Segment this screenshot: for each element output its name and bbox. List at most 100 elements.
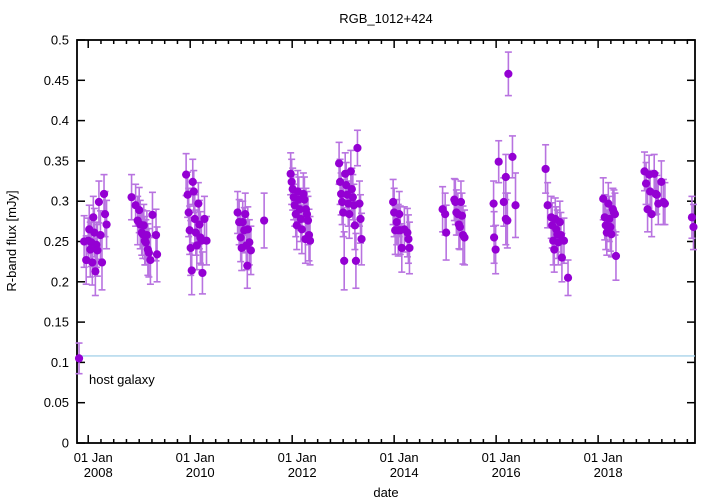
data-point bbox=[650, 169, 659, 178]
x-tick-label-line2: 2010 bbox=[186, 465, 215, 480]
data-point bbox=[451, 197, 460, 207]
data-point bbox=[194, 199, 203, 208]
data-point bbox=[351, 256, 361, 265]
data-point bbox=[606, 222, 615, 232]
data-point bbox=[356, 214, 365, 224]
data-point bbox=[457, 211, 467, 220]
data-point bbox=[141, 238, 150, 247]
data-point bbox=[97, 258, 107, 267]
x-tick-label-line1: 01 Jan bbox=[176, 450, 215, 465]
data-point bbox=[94, 197, 104, 207]
data-point bbox=[508, 152, 517, 161]
data-point bbox=[144, 248, 153, 257]
data-point bbox=[96, 230, 105, 240]
data-point bbox=[287, 177, 296, 186]
y-tick-label: 0.35 bbox=[44, 153, 69, 168]
data-point bbox=[605, 214, 614, 224]
data-point bbox=[353, 143, 362, 153]
host-galaxy-label: host galaxy bbox=[89, 372, 155, 387]
data-point bbox=[100, 209, 110, 219]
y-tick-label: 0 bbox=[62, 436, 69, 451]
data-point bbox=[139, 221, 148, 230]
y-tick-label: 0.15 bbox=[44, 315, 69, 330]
data-point bbox=[557, 253, 567, 262]
data-point bbox=[148, 210, 157, 220]
x-tick-label-line2: 2016 bbox=[492, 465, 521, 480]
data-point bbox=[142, 230, 151, 240]
data-point bbox=[347, 185, 356, 194]
data-point bbox=[559, 236, 569, 245]
data-point bbox=[348, 193, 357, 202]
data-point bbox=[89, 213, 98, 222]
data-point bbox=[392, 218, 401, 227]
data-point bbox=[88, 258, 97, 267]
y-tick-label: 0.05 bbox=[44, 395, 69, 410]
data-point bbox=[182, 170, 191, 179]
data-point bbox=[183, 190, 192, 199]
data-point bbox=[456, 197, 466, 207]
x-tick-label-line2: 2008 bbox=[84, 465, 113, 480]
data-point bbox=[233, 208, 242, 217]
data-point bbox=[337, 189, 346, 199]
y-tick-label: 0.4 bbox=[51, 113, 69, 128]
data-point bbox=[286, 169, 295, 178]
data-point bbox=[550, 245, 559, 254]
x-tick-label-line1: 01 Jan bbox=[278, 450, 317, 465]
data-point bbox=[610, 209, 620, 219]
y-tick-label: 0.2 bbox=[51, 274, 69, 289]
data-point bbox=[499, 197, 508, 207]
data-point bbox=[442, 228, 451, 237]
data-point bbox=[460, 233, 469, 242]
data-point bbox=[102, 220, 111, 229]
data-point bbox=[504, 69, 513, 78]
data-point bbox=[641, 179, 651, 188]
chart-title: RGB_1012+424 bbox=[339, 11, 433, 26]
data-point bbox=[491, 245, 500, 254]
data-point bbox=[305, 236, 315, 245]
data-point bbox=[152, 250, 162, 259]
data-point bbox=[74, 354, 84, 363]
data-point bbox=[300, 195, 309, 204]
data-point bbox=[660, 199, 670, 208]
x-axis-label: date bbox=[373, 485, 398, 500]
data-point bbox=[127, 193, 136, 202]
data-point bbox=[302, 209, 312, 219]
data-point bbox=[403, 228, 412, 237]
data-point bbox=[336, 177, 345, 186]
data-point bbox=[190, 214, 199, 224]
data-point bbox=[93, 246, 102, 255]
data-point bbox=[541, 164, 550, 174]
data-points bbox=[74, 69, 698, 363]
data-point bbox=[195, 220, 204, 229]
data-point bbox=[647, 209, 656, 219]
data-point bbox=[198, 268, 207, 278]
data-point bbox=[689, 222, 698, 232]
data-point bbox=[200, 214, 209, 224]
data-point bbox=[303, 216, 313, 225]
plot-border bbox=[76, 39, 696, 444]
data-point bbox=[563, 273, 573, 282]
y-tick-label: 0.25 bbox=[44, 234, 69, 249]
data-point bbox=[189, 187, 198, 196]
data-point bbox=[389, 197, 398, 207]
data-point bbox=[86, 245, 95, 254]
x-tick-label-line1: 01 Jan bbox=[380, 450, 419, 465]
data-point bbox=[511, 201, 520, 210]
data-point bbox=[397, 243, 406, 253]
data-point bbox=[345, 209, 354, 219]
data-point bbox=[405, 243, 414, 253]
data-point bbox=[202, 236, 211, 245]
data-point bbox=[236, 233, 245, 242]
data-point bbox=[241, 209, 250, 219]
data-point bbox=[334, 159, 344, 168]
data-point bbox=[494, 157, 503, 166]
data-point bbox=[346, 167, 355, 176]
x-tick-label-line1: 01 Jan bbox=[74, 450, 113, 465]
data-point bbox=[555, 218, 564, 227]
data-point bbox=[187, 266, 196, 275]
y-tick-label: 0.45 bbox=[44, 73, 69, 88]
data-point bbox=[340, 256, 349, 265]
